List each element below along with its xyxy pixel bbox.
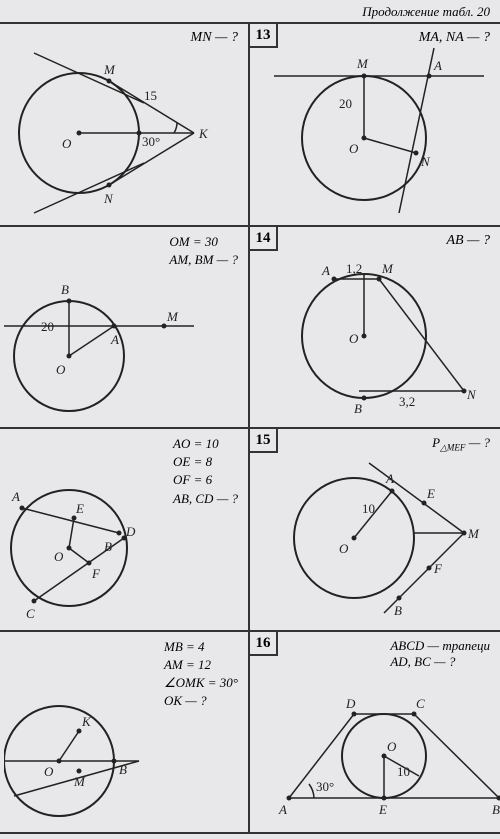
num-13: 13 (250, 24, 278, 48)
svg-text:C: C (26, 606, 35, 621)
svg-text:O: O (62, 136, 72, 151)
svg-text:N: N (420, 154, 431, 169)
svg-text:O: O (56, 362, 66, 377)
svg-text:B: B (61, 282, 69, 297)
fig-mb4: K O M B (4, 636, 244, 835)
num-16: 16 (250, 632, 278, 656)
num-14: 14 (250, 227, 278, 251)
svg-text:O: O (44, 764, 54, 779)
cell-15: 15 P△MEF — ? A E M O F B (250, 429, 500, 632)
cell-16: 16 ABCD — трапеци AD, BC — ? D C O (250, 632, 500, 835)
fig-mn: M N O K 15 30° (4, 28, 244, 218)
svg-text:M: M (467, 526, 480, 541)
svg-text:10: 10 (397, 764, 410, 779)
svg-text:10: 10 (362, 501, 375, 516)
fig-ao10: A E D O B F C (4, 433, 244, 632)
svg-text:30°: 30° (142, 134, 160, 149)
fig-15: A E M O F B 10 (254, 433, 500, 628)
svg-text:M: M (166, 309, 179, 324)
svg-text:K: K (81, 714, 92, 729)
cell-mb4: MB = 4 AM = 12 ∠OMK = 30° OK — ? K O M B (0, 632, 250, 835)
svg-text:B: B (492, 802, 500, 817)
svg-text:O: O (54, 549, 64, 564)
fig-14: A M O B N 1,2 3,2 (254, 231, 500, 421)
svg-text:A: A (321, 263, 330, 278)
svg-text:E: E (426, 486, 435, 501)
svg-text:O: O (349, 331, 359, 346)
cell-om30: OM = 30 AM, BM — ? B M A O 20 (0, 227, 250, 430)
fig-om30: B M A O 20 (4, 231, 244, 421)
svg-text:20: 20 (41, 319, 54, 334)
svg-text:M: M (73, 774, 86, 789)
cell-mn: MN — ? M N O K 15 30° (0, 24, 250, 227)
svg-text:K: K (198, 126, 209, 141)
svg-text:1,2: 1,2 (346, 261, 362, 276)
cell-13: 13 MA, NA — ? M A O N 20 (250, 24, 500, 227)
svg-text:N: N (466, 387, 477, 402)
fig-13: M A O N 20 (254, 28, 500, 218)
svg-text:A: A (11, 489, 20, 504)
fig-16: D C O A E B 30° 10 (254, 636, 500, 835)
svg-text:D: D (345, 696, 356, 711)
svg-text:E: E (378, 802, 387, 817)
svg-text:M: M (103, 62, 116, 77)
svg-text:O: O (339, 541, 349, 556)
svg-text:A: A (110, 332, 119, 347)
svg-text:D: D (125, 524, 136, 539)
svg-text:O: O (387, 739, 397, 754)
svg-text:C: C (416, 696, 425, 711)
cell-ao10: AO = 10 OE = 8 OF = 6 AB, CD — ? (0, 429, 250, 632)
svg-text:30°: 30° (316, 779, 334, 794)
svg-text:B: B (354, 401, 362, 416)
svg-text:O: O (349, 141, 359, 156)
svg-text:F: F (433, 561, 443, 576)
svg-text:A: A (278, 802, 287, 817)
svg-text:M: M (381, 261, 394, 276)
svg-text:A: A (385, 471, 394, 486)
svg-text:B: B (104, 539, 112, 554)
num-15: 15 (250, 429, 278, 453)
svg-text:20: 20 (339, 96, 352, 111)
svg-text:A: A (433, 58, 442, 73)
cell-14: 14 AB — ? A M O B N 1,2 3,2 (250, 227, 500, 430)
svg-text:B: B (119, 762, 127, 777)
page-header: Продолжение табл. 20 (0, 0, 500, 22)
svg-text:15: 15 (144, 88, 157, 103)
problem-grid: MN — ? M N O K 15 30° (0, 22, 500, 834)
svg-text:E: E (75, 501, 84, 516)
svg-text:B: B (394, 603, 402, 618)
svg-text:3,2: 3,2 (399, 394, 415, 409)
svg-text:N: N (103, 191, 114, 206)
svg-text:F: F (91, 566, 101, 581)
svg-text:M: M (356, 56, 369, 71)
